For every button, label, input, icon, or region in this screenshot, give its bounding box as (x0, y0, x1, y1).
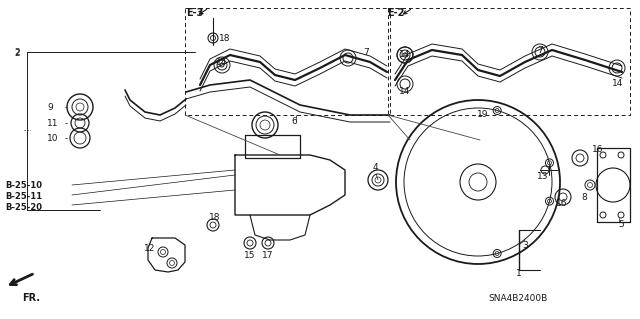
Text: 7: 7 (537, 46, 543, 55)
Text: 14: 14 (612, 79, 623, 88)
Text: 6: 6 (291, 117, 297, 126)
Text: SNA4B2400B: SNA4B2400B (488, 294, 547, 303)
Text: E-2: E-2 (387, 8, 404, 18)
Text: E-3: E-3 (186, 8, 204, 18)
Text: B-25-20: B-25-20 (5, 203, 42, 212)
Text: 2: 2 (14, 48, 20, 57)
Text: 9: 9 (47, 103, 52, 112)
Text: 5: 5 (618, 220, 624, 229)
Text: 17: 17 (262, 251, 273, 260)
Text: 7: 7 (363, 48, 369, 57)
Text: 14: 14 (399, 50, 410, 59)
Text: 3: 3 (522, 241, 528, 250)
Bar (185, 8, 390, 115)
Text: 11: 11 (47, 119, 58, 128)
Text: 18: 18 (209, 213, 221, 222)
Text: 16: 16 (592, 145, 604, 154)
Text: 1: 1 (516, 269, 522, 278)
Text: 13: 13 (537, 172, 548, 181)
Text: 4: 4 (373, 163, 379, 172)
Text: 8: 8 (581, 193, 587, 202)
Text: B-25-11: B-25-11 (5, 192, 42, 201)
Text: 19: 19 (477, 110, 488, 119)
Text: 12: 12 (144, 244, 156, 253)
Text: 15: 15 (244, 251, 255, 260)
Text: 2: 2 (14, 49, 20, 58)
Text: 16: 16 (556, 199, 568, 208)
Text: 10: 10 (47, 134, 58, 143)
Text: FR.: FR. (22, 293, 40, 303)
Text: 18: 18 (219, 34, 230, 43)
Text: 14: 14 (399, 87, 410, 96)
Bar (388, 8, 630, 115)
Text: B-25-10: B-25-10 (5, 181, 42, 190)
Text: 14: 14 (216, 58, 227, 67)
